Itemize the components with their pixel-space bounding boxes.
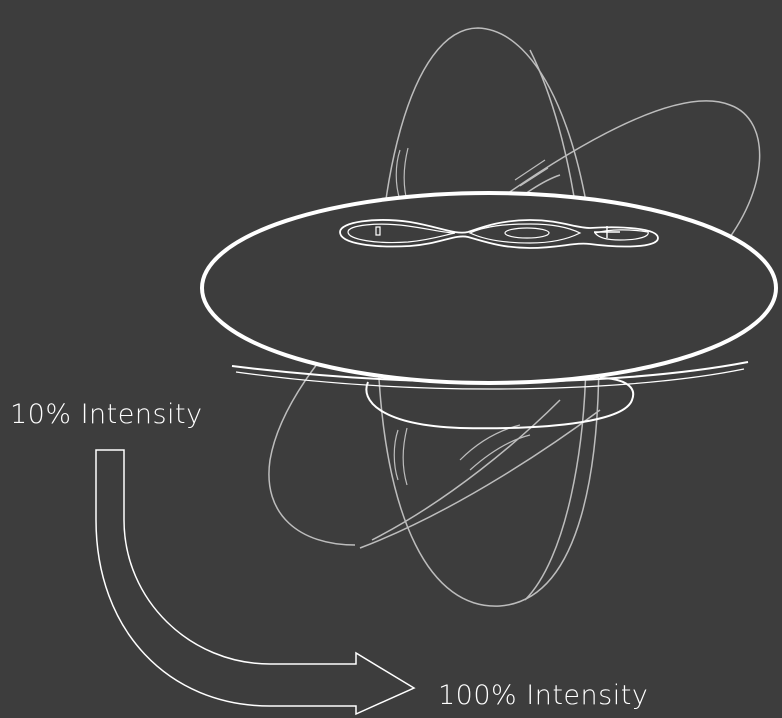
label-100-percent: 100% Intensity bbox=[438, 680, 649, 711]
device-base-disc bbox=[365, 377, 635, 430]
device-body-outline bbox=[200, 191, 778, 385]
minus-icon bbox=[375, 226, 381, 236]
control-panel bbox=[339, 219, 659, 249]
device-main bbox=[200, 191, 778, 430]
label-10-percent: 10% Intensity bbox=[10, 399, 203, 430]
plus-icon bbox=[594, 226, 620, 238]
intensity-arrow bbox=[95, 449, 416, 716]
